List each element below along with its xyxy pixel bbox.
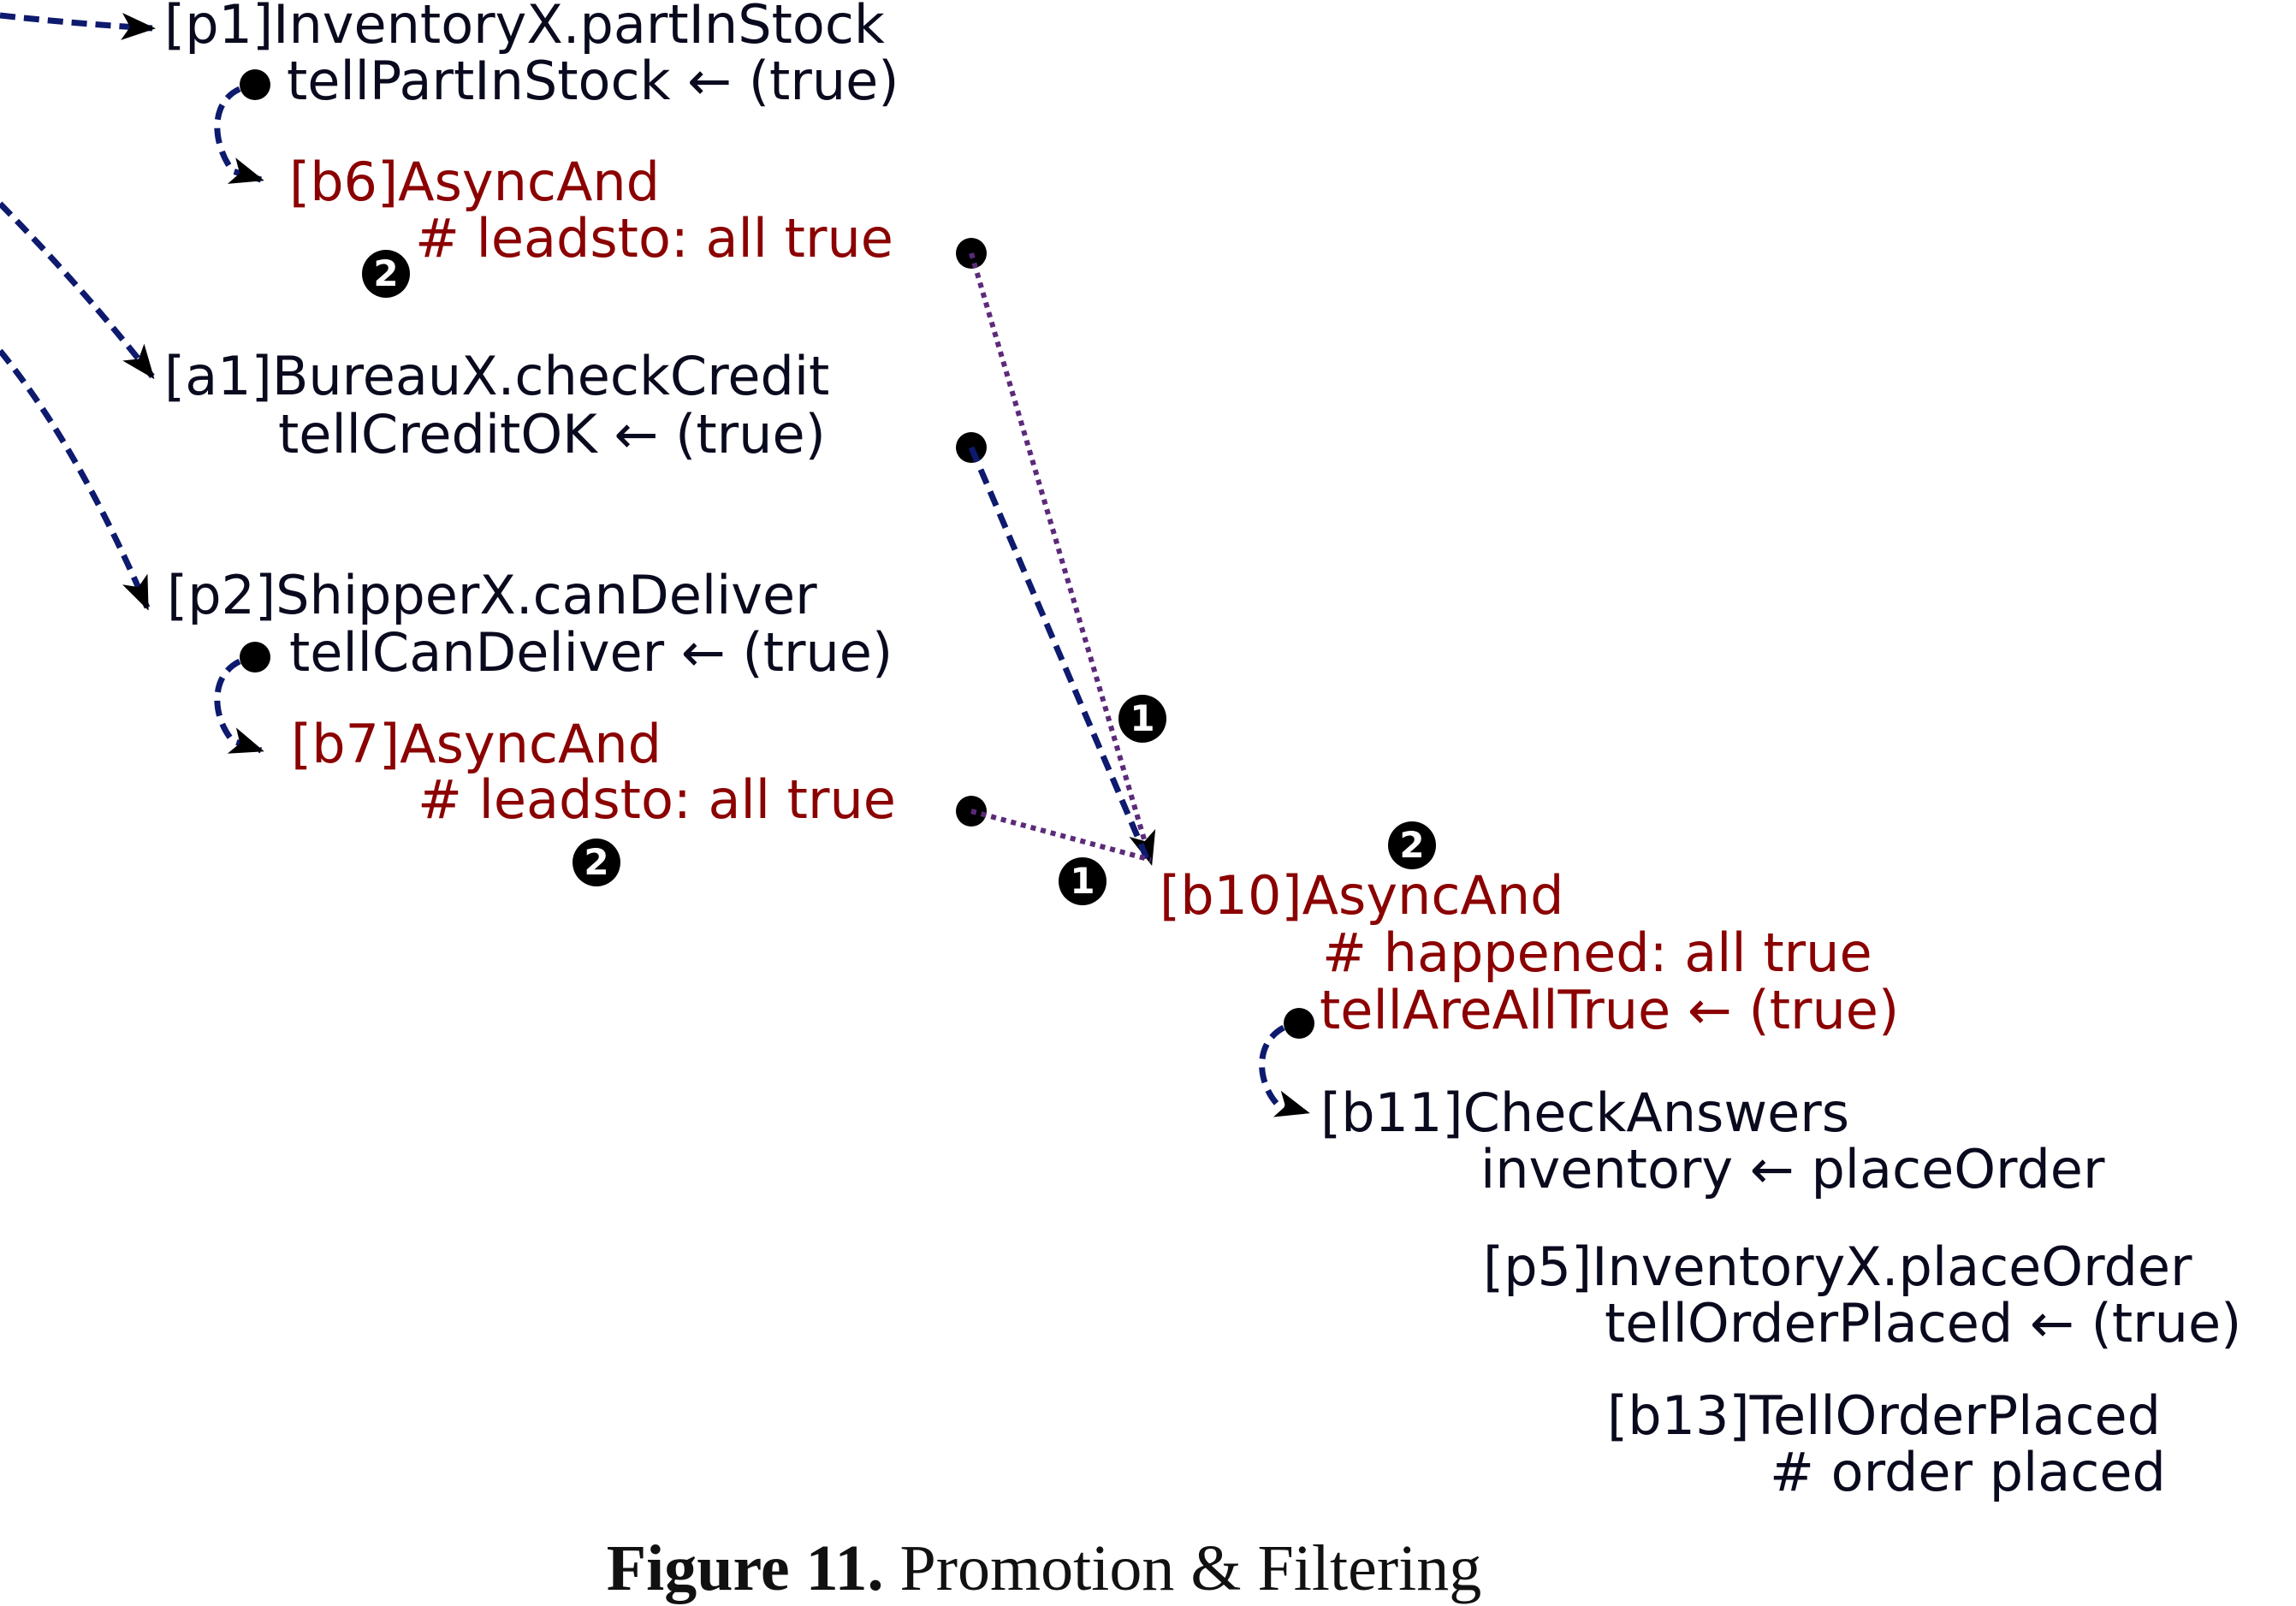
edge-incoming-p1 <box>0 12 156 40</box>
caption-label: Figure 11. <box>606 1532 884 1604</box>
node-p2-detail: tellCanDeliver ← (true) <box>289 621 893 684</box>
badge-two-b10: 2 <box>1388 821 1436 869</box>
edge-p1-to-b6 <box>214 86 264 184</box>
badge-two-b7: 2 <box>573 839 620 886</box>
node-p5-title: [p5]InventoryX.placeOrder <box>1483 1236 2192 1298</box>
edge-p2-to-b7 <box>214 658 264 754</box>
node-b7-title: [b7]AsyncAnd <box>291 713 662 775</box>
node-b11-title: [b11]CheckAnswers <box>1320 1082 1850 1144</box>
port-dot-p1 <box>240 69 270 100</box>
node-b11-detail: inventory ← placeOrder <box>1480 1138 2105 1200</box>
edge-b7-to-b10 <box>970 809 1152 862</box>
node-a1-title: [a1]BureauX.checkCredit <box>164 345 830 407</box>
node-b13-detail: # order placed <box>1770 1441 2166 1503</box>
port-dot-b10 <box>1284 1008 1314 1039</box>
edge-incoming-a1 <box>0 201 155 380</box>
node-p5-detail: tellOrderPlaced ← (true) <box>1605 1292 2242 1354</box>
node-b6-detail: # leadsto: all true <box>415 207 893 270</box>
edge-a1-to-b10 <box>968 446 1150 860</box>
node-b10-detail: tellAreAllTrue ← (true) <box>1320 979 1900 1041</box>
edge-incoming-p2 <box>0 348 151 611</box>
node-a1-detail: tellCreditOK ← (true) <box>278 403 826 465</box>
node-p2-title: [p2]ShipperX.canDeliver <box>167 564 817 626</box>
node-p1-detail: tellPartInStock ← (true) <box>287 50 899 112</box>
node-b7-detail: # leadsto: all true <box>418 768 896 831</box>
node-b10-status: # happened: all true <box>1322 922 1872 984</box>
badge-one-upper: 1 <box>1118 695 1166 743</box>
node-b6-title: [b6]AsyncAnd <box>289 151 661 213</box>
figure-caption: Figure 11. Promotion & Filtering <box>0 1532 2088 1606</box>
node-b10-title: [b10]AsyncAnd <box>1160 864 1564 927</box>
badge-two-b6: 2 <box>362 250 410 298</box>
badge-one-lower: 1 <box>1059 857 1106 905</box>
node-b13-title: [b13]TellOrderPlaced <box>1607 1384 2161 1447</box>
caption-text: Promotion & Filtering <box>883 1532 1482 1604</box>
edge-b10-to-b11 <box>1259 1024 1310 1117</box>
node-p1-title: [p1]InventoryX.partInStock <box>164 0 885 56</box>
port-dot-p2 <box>240 642 270 673</box>
edge-b6-to-b10 <box>969 252 1156 866</box>
